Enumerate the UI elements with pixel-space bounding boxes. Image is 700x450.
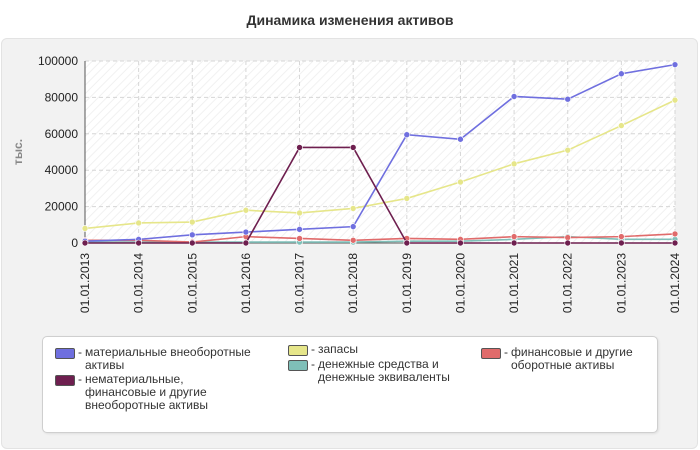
data-point xyxy=(135,219,142,227)
y-axis-label: тыс. xyxy=(11,139,25,165)
data-point xyxy=(349,223,357,230)
x-tick-label: 01.01.2023 xyxy=(614,253,628,313)
data-point xyxy=(242,239,250,247)
x-tick-label: 01.01.2018 xyxy=(346,253,360,313)
data-point xyxy=(135,239,142,247)
data-point xyxy=(618,70,625,78)
legend-label: денежные средства и денежные эквиваленты xyxy=(318,357,450,384)
x-tick-label: 01.01.2019 xyxy=(400,253,414,313)
data-point xyxy=(296,209,303,217)
data-point xyxy=(618,239,625,247)
legend-swatch xyxy=(55,375,75,386)
chart-title: Динамика изменения активов xyxy=(246,12,454,28)
data-point xyxy=(510,233,518,240)
legend-label: финансовые и другие оборотные активы xyxy=(511,345,633,372)
data-point xyxy=(564,234,572,241)
data-point xyxy=(188,218,196,226)
data-point xyxy=(81,225,89,232)
data-point xyxy=(403,195,411,202)
plot-hatch xyxy=(85,61,675,243)
y-tick-label: 80000 xyxy=(45,90,79,104)
data-point xyxy=(349,205,357,212)
data-point xyxy=(81,239,89,247)
data-point xyxy=(671,61,679,68)
data-point xyxy=(564,239,572,247)
legend-item: - запасы xyxy=(288,343,458,356)
data-point xyxy=(296,235,303,242)
series-line xyxy=(85,233,676,243)
x-tick-label: 01.01.2024 xyxy=(668,253,682,313)
x-tick-label: 01.01.2020 xyxy=(453,253,467,313)
data-point xyxy=(618,233,625,240)
data-point xyxy=(296,144,303,151)
data-point xyxy=(403,239,411,247)
data-point xyxy=(671,96,679,104)
x-tick-label: 01.01.2013 xyxy=(78,253,92,313)
data-point xyxy=(671,239,679,247)
data-point xyxy=(349,236,357,244)
x-tick-label: 01.01.2021 xyxy=(507,253,521,313)
y-tick-label: 20000 xyxy=(45,200,79,214)
y-tick-label: 100000 xyxy=(38,54,78,68)
data-point xyxy=(242,206,250,214)
legend-swatch xyxy=(481,348,501,359)
data-point xyxy=(188,231,196,239)
data-point xyxy=(349,144,357,151)
data-point xyxy=(457,239,464,247)
legend-swatch xyxy=(55,348,75,359)
x-tick-label: 01.01.2015 xyxy=(185,253,199,313)
data-point xyxy=(564,95,572,103)
x-tick-label: 01.01.2016 xyxy=(239,253,253,313)
x-tick-label: 01.01.2022 xyxy=(561,253,575,313)
legend: - материальные внеоборотные активы - нем… xyxy=(42,336,658,433)
legend-label: нематериальные, финансовые и другие внео… xyxy=(85,372,208,412)
data-point xyxy=(671,230,679,238)
legend-label: материальные внеоборотные активы xyxy=(85,345,251,372)
data-point xyxy=(457,135,464,143)
data-point xyxy=(188,239,196,247)
series-line xyxy=(84,63,676,242)
series-line xyxy=(85,146,675,244)
data-point xyxy=(618,122,625,129)
data-point xyxy=(510,239,518,247)
y-tick-label: 60000 xyxy=(45,127,79,141)
legend-swatch xyxy=(288,345,308,356)
data-point xyxy=(564,146,572,154)
data-point xyxy=(242,228,250,236)
data-point xyxy=(510,160,518,168)
legend-item: - материальные внеоборотные активы xyxy=(55,346,265,372)
series-line xyxy=(84,99,676,230)
legend-item: - нематериальные, финансовые и другие вн… xyxy=(55,373,245,412)
x-tick-label: 01.01.2017 xyxy=(293,253,307,313)
y-tick-label: 0 xyxy=(71,236,78,250)
legend-item: - денежные средства и денежные эквивален… xyxy=(288,358,473,384)
data-point xyxy=(510,93,518,100)
data-point xyxy=(296,226,303,233)
data-point xyxy=(403,131,411,139)
legend-label: запасы xyxy=(318,342,358,356)
y-tick-label: 40000 xyxy=(45,163,79,177)
x-tick-label: 01.01.2014 xyxy=(132,253,146,313)
legend-item: - финансовые и другие оборотные активы xyxy=(481,346,659,372)
legend-swatch xyxy=(288,360,308,371)
data-point xyxy=(457,178,464,186)
